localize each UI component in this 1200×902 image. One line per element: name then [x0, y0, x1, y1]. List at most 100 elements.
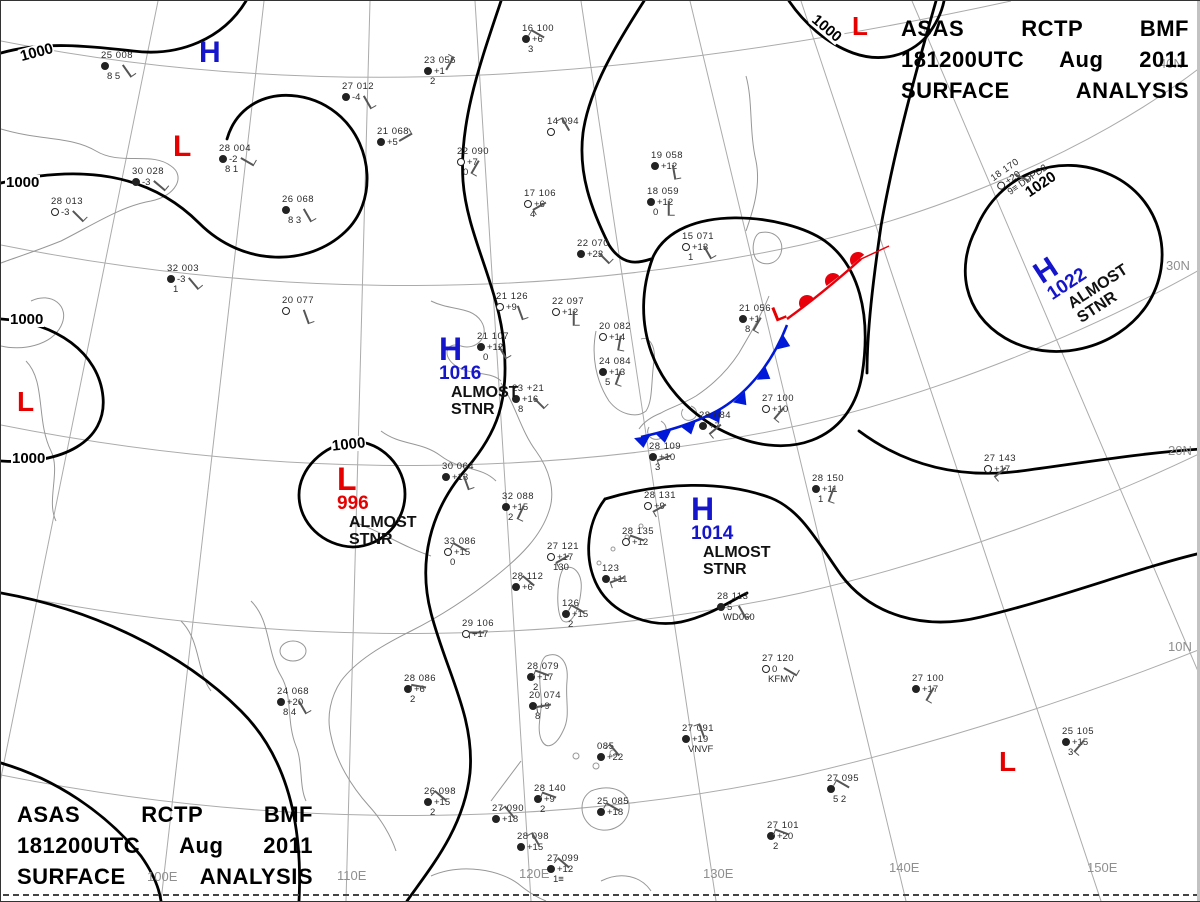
station-plot: 28 135 +12 [622, 526, 655, 548]
meridian-100e [160, 1, 265, 901]
station-circle-icon [534, 794, 542, 803]
pressure-letter: L [999, 746, 1017, 777]
station-plot: 23 +21 +16 8 [512, 383, 546, 415]
station-plot: 18 059 +12 0 [647, 186, 680, 218]
station-plot: 28 084 +7 [699, 410, 747, 435]
station-plot: 29 106 +17 [462, 618, 495, 640]
station-circle-icon [599, 367, 607, 376]
cold-front-triangle [733, 391, 747, 406]
station-circle-icon [682, 734, 690, 743]
station-circle-icon [812, 484, 820, 493]
station-plot: 23 056 +1 2 [424, 55, 457, 87]
station-circle-icon [457, 157, 465, 166]
station-plot: 32 003 -3 1 [167, 263, 200, 295]
pressure-value: 1016 [439, 362, 482, 384]
station-circle-icon [277, 697, 285, 706]
cold-front [634, 324, 791, 448]
station-plot: 24 084 +13 5 [599, 356, 632, 388]
station-circle-icon [51, 207, 59, 216]
station-circle-icon [219, 154, 227, 163]
station-plot: 27 100 +17 [912, 673, 960, 702]
station-circle-icon [767, 831, 775, 840]
station-plot: 27 143+17 [984, 453, 1032, 478]
station-circle-icon [827, 784, 835, 793]
station-circle-icon [442, 472, 450, 481]
meridian-150e [800, 1, 1102, 901]
warm-front-semicircle [825, 273, 840, 286]
station-circle-icon [547, 552, 555, 561]
station-circle-icon [424, 66, 432, 75]
latitude-label: 10N [1168, 639, 1192, 654]
parallel-10n [1, 648, 1200, 817]
station-circle-icon [562, 609, 570, 618]
station-circle-icon [602, 574, 610, 583]
cold-front-triangle [680, 421, 696, 435]
warm-front-semicircle [799, 295, 814, 308]
station-plot: 17 106 +6 4 [524, 188, 557, 220]
station-plot: 27 100 +10 [762, 393, 810, 420]
pressure-center-low: L [852, 13, 868, 39]
station-plot: 28 098 +15 [517, 831, 550, 853]
station-circle-icon [527, 672, 535, 681]
meridian-120e [474, 1, 532, 901]
station-circle-icon [984, 464, 992, 473]
chart-title-bottom-left: ASAS RCTP BMF 181200UTC Aug 2011 SURFACE… [17, 799, 313, 892]
pressure-center-low: L [173, 130, 192, 163]
wind-barb-icon [469, 632, 484, 634]
pressure-motion-note: ALMOST STNR [451, 383, 519, 418]
station-circle-icon [644, 501, 652, 510]
station-plot: 28 112 +6 [512, 571, 544, 593]
station-circle-icon [342, 92, 350, 101]
station-plot: 28 079 +17 2 [527, 661, 560, 693]
station-plot: 28 013 -3 [51, 196, 99, 222]
station-circle-icon [622, 537, 630, 546]
pressure-center-high: H [199, 38, 221, 68]
warm-front [786, 245, 890, 321]
parallel-30n [1, 268, 1200, 467]
station-plot: 19 058 +12 [651, 150, 699, 180]
pressure-letter: L [173, 130, 192, 163]
station-circle-icon [597, 752, 605, 761]
station-plot: 28 131 +9 [644, 490, 677, 513]
station-plot: 27 099 +12 1≡ [547, 853, 580, 885]
station-plot: 21 107 +12 0 [477, 331, 510, 363]
station-circle-icon [651, 161, 659, 170]
wind-barb-icon [668, 200, 670, 216]
station-circle-icon [502, 502, 510, 511]
wind-barb-icon [573, 310, 575, 326]
station-circle-icon [492, 814, 500, 823]
station-circle-icon [762, 404, 770, 413]
station-plot: 28 086 +6 2 [404, 673, 437, 705]
pressure-letter: H [439, 331, 463, 367]
station-circle-icon [682, 242, 690, 251]
station-circle-icon [597, 807, 605, 816]
title-line-1: ASAS RCTP BMF [17, 802, 313, 827]
pressure-letter: L [337, 461, 357, 497]
station-circle-icon [762, 664, 770, 673]
station-plot: 27 120 0 KFMV [762, 653, 810, 686]
station-plot: 21 056 +1 8 [739, 303, 772, 335]
station-plot: 26 068 8 3 [282, 194, 315, 226]
coastlines [1, 75, 783, 901]
cold-front-triangle [756, 366, 771, 380]
station-plot: 27 091 +19 VNVF [682, 723, 715, 755]
station-circle-icon [377, 137, 385, 146]
station-plot: 085+22 [597, 741, 645, 763]
station-plot: 30 028 -3 [132, 166, 180, 191]
title-line-2: 181200UTC Aug 2011 [901, 47, 1189, 72]
station-circle-icon [649, 452, 657, 461]
longitude-label: 110E [337, 868, 367, 883]
pressure-letter: H [691, 491, 715, 527]
station-circle-icon [282, 205, 290, 214]
isobar-label: 1000 [330, 434, 368, 455]
pressure-center-low: L [999, 746, 1017, 777]
pressure-value: 1014 [691, 522, 734, 544]
pressure-center-high: H 1014 ALMOST STNR [691, 491, 771, 578]
pressure-motion-note: ALMOST STNR [349, 513, 417, 548]
pressure-letter: L [17, 386, 35, 417]
station-plot: 22 070 +23 [577, 238, 625, 264]
station-circle-icon [717, 602, 725, 611]
